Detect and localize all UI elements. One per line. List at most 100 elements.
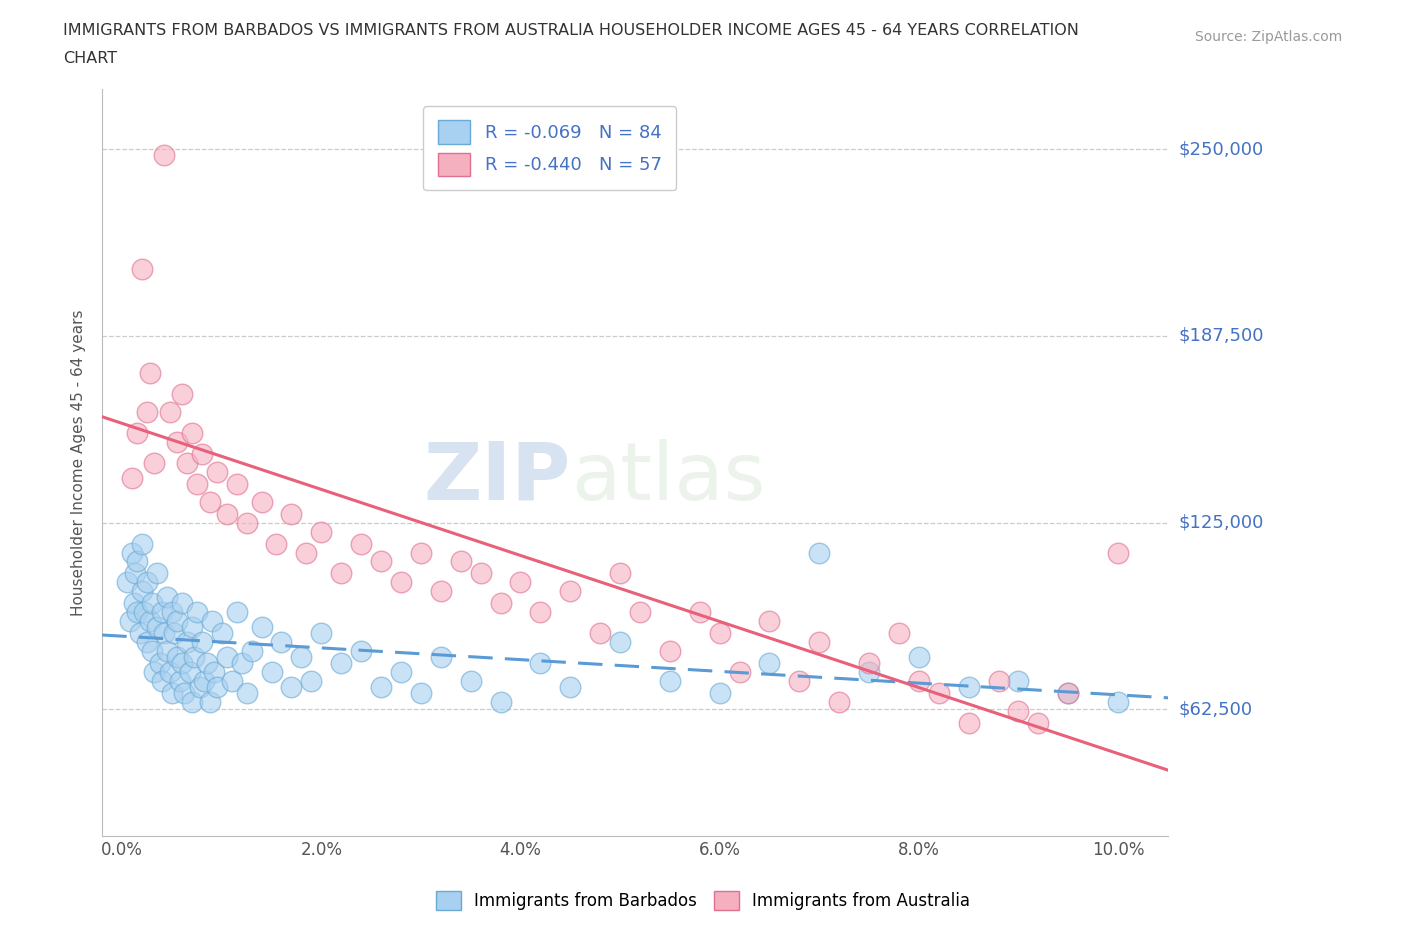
Point	[125, 426, 148, 441]
Point	[758, 614, 780, 629]
Point	[141, 644, 163, 658]
Point	[658, 644, 681, 658]
Point	[183, 650, 205, 665]
Legend: R = -0.069   N = 84, R = -0.440   N = 57: R = -0.069 N = 84, R = -0.440 N = 57	[423, 106, 676, 191]
Point	[205, 680, 228, 695]
Point	[299, 673, 322, 688]
Point	[180, 619, 202, 634]
Point	[143, 456, 166, 471]
Point	[589, 626, 612, 641]
Point	[509, 575, 531, 590]
Point	[389, 665, 412, 680]
Point	[146, 566, 169, 581]
Point	[173, 685, 195, 700]
Point	[908, 673, 931, 688]
Point	[908, 650, 931, 665]
Point	[163, 626, 186, 641]
Text: atlas: atlas	[571, 439, 765, 517]
Point	[370, 554, 392, 569]
Point	[215, 650, 238, 665]
Text: ZIP: ZIP	[423, 439, 571, 517]
Point	[132, 604, 155, 619]
Point	[430, 584, 453, 599]
Point	[121, 471, 143, 485]
Point	[658, 673, 681, 688]
Point	[957, 680, 980, 695]
Point	[170, 387, 193, 402]
Point	[179, 665, 201, 680]
Point	[149, 52, 172, 67]
Point	[290, 650, 312, 665]
Point	[460, 673, 482, 688]
Y-axis label: Householder Income Ages 45 - 64 years: Householder Income Ages 45 - 64 years	[72, 310, 86, 616]
Point	[260, 665, 283, 680]
Point	[389, 575, 412, 590]
Point	[560, 680, 582, 695]
Point	[139, 614, 162, 629]
Point	[808, 545, 831, 560]
Text: IMMIGRANTS FROM BARBADOS VS IMMIGRANTS FROM AUSTRALIA HOUSEHOLDER INCOME AGES 45: IMMIGRANTS FROM BARBADOS VS IMMIGRANTS F…	[63, 23, 1080, 38]
Point	[350, 644, 373, 658]
Point	[370, 680, 392, 695]
Point	[235, 685, 257, 700]
Point	[529, 656, 551, 671]
Point	[225, 604, 247, 619]
Point	[489, 695, 512, 710]
Point	[193, 673, 215, 688]
Point	[1107, 695, 1129, 710]
Point	[146, 619, 169, 634]
Point	[828, 695, 851, 710]
Point	[529, 604, 551, 619]
Point	[240, 644, 263, 658]
Point	[250, 619, 273, 634]
Point	[560, 584, 582, 599]
Point	[409, 545, 432, 560]
Point	[150, 673, 173, 688]
Legend: Immigrants from Barbados, Immigrants from Australia: Immigrants from Barbados, Immigrants fro…	[429, 884, 977, 917]
Point	[758, 656, 780, 671]
Point	[156, 644, 179, 658]
Point	[143, 665, 166, 680]
Point	[136, 575, 159, 590]
Point	[153, 148, 176, 163]
Point	[928, 685, 950, 700]
Text: $250,000: $250,000	[1180, 140, 1264, 158]
Point	[122, 596, 145, 611]
Text: Source: ZipAtlas.com: Source: ZipAtlas.com	[1195, 30, 1343, 44]
Point	[131, 261, 153, 276]
Point	[139, 365, 162, 380]
Point	[295, 545, 318, 560]
Text: $62,500: $62,500	[1180, 700, 1253, 718]
Point	[350, 536, 373, 551]
Point	[191, 446, 214, 461]
Point	[195, 656, 218, 671]
Point	[170, 656, 193, 671]
Point	[957, 715, 980, 730]
Text: $187,500: $187,500	[1180, 326, 1264, 345]
Point	[202, 665, 225, 680]
Point	[858, 656, 880, 671]
Point	[115, 575, 138, 590]
Point	[176, 634, 198, 649]
Point	[280, 680, 302, 695]
Point	[1057, 685, 1080, 700]
Point	[188, 680, 211, 695]
Point	[709, 626, 731, 641]
Point	[609, 634, 631, 649]
Point	[808, 634, 831, 649]
Point	[489, 596, 512, 611]
Text: $125,000: $125,000	[1180, 513, 1264, 532]
Point	[149, 656, 172, 671]
Point	[120, 614, 142, 629]
Point	[1007, 673, 1029, 688]
Point	[166, 434, 188, 449]
Point	[170, 596, 193, 611]
Point	[153, 626, 176, 641]
Point	[280, 506, 302, 521]
Point	[160, 685, 183, 700]
Point	[609, 566, 631, 581]
Point	[789, 673, 811, 688]
Point	[129, 626, 152, 641]
Point	[409, 685, 432, 700]
Point	[136, 634, 159, 649]
